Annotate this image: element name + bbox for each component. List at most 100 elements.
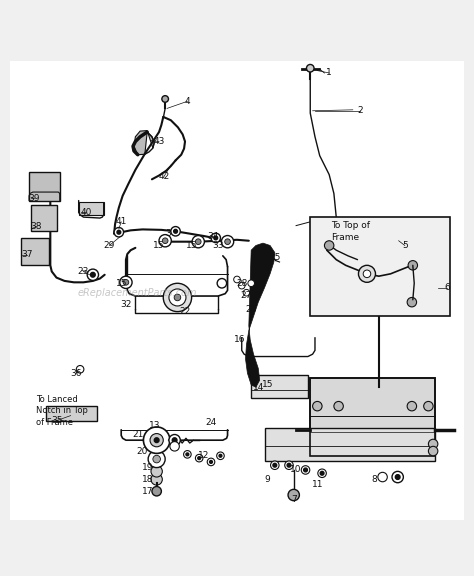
Bar — [310, 378, 436, 456]
Circle shape — [304, 468, 308, 472]
Circle shape — [234, 276, 240, 283]
Text: 9: 9 — [265, 475, 271, 484]
Text: 36: 36 — [71, 369, 82, 378]
Circle shape — [320, 471, 324, 475]
Text: 5: 5 — [402, 241, 408, 250]
Circle shape — [225, 239, 230, 245]
Circle shape — [162, 96, 168, 103]
Text: 20: 20 — [137, 446, 148, 456]
Circle shape — [183, 450, 191, 458]
Bar — [29, 172, 60, 200]
Text: 7: 7 — [291, 495, 297, 504]
Text: 29: 29 — [104, 241, 115, 250]
Polygon shape — [134, 131, 155, 155]
Bar — [20, 238, 49, 266]
Text: To Lanced
Notch in Top
of Frame: To Lanced Notch in Top of Frame — [36, 395, 88, 427]
Circle shape — [217, 452, 224, 460]
Circle shape — [408, 260, 418, 270]
Text: 34: 34 — [208, 232, 219, 241]
Circle shape — [159, 234, 171, 247]
Circle shape — [392, 471, 403, 483]
Circle shape — [428, 439, 438, 449]
Circle shape — [428, 446, 438, 456]
Circle shape — [243, 289, 250, 296]
Text: 39: 39 — [28, 194, 39, 203]
Text: 40: 40 — [80, 208, 91, 217]
Circle shape — [155, 438, 159, 442]
Circle shape — [318, 469, 326, 478]
Circle shape — [117, 230, 121, 234]
Bar — [310, 378, 436, 456]
Text: 24: 24 — [205, 418, 217, 427]
Circle shape — [324, 241, 334, 250]
Circle shape — [153, 455, 160, 463]
Circle shape — [273, 463, 277, 467]
Text: 1: 1 — [326, 69, 332, 77]
Text: To Top of
Frame: To Top of Frame — [331, 221, 371, 242]
Circle shape — [91, 272, 95, 277]
Text: 25: 25 — [269, 253, 281, 262]
Circle shape — [334, 401, 343, 411]
Circle shape — [114, 228, 124, 237]
Circle shape — [407, 401, 417, 411]
Bar — [46, 406, 97, 421]
Circle shape — [217, 279, 227, 288]
Circle shape — [195, 239, 201, 245]
Circle shape — [214, 236, 218, 240]
Circle shape — [120, 276, 132, 289]
Circle shape — [162, 238, 168, 244]
Circle shape — [363, 270, 371, 278]
Circle shape — [285, 461, 293, 469]
Text: 12: 12 — [198, 451, 210, 460]
Text: 42: 42 — [158, 172, 169, 181]
Circle shape — [374, 238, 383, 248]
Text: 8: 8 — [371, 475, 377, 484]
Circle shape — [123, 279, 129, 285]
Circle shape — [375, 266, 383, 273]
Circle shape — [174, 294, 181, 301]
Text: 26: 26 — [246, 305, 257, 314]
Text: 15: 15 — [186, 241, 198, 250]
Circle shape — [172, 438, 177, 442]
Circle shape — [150, 434, 163, 447]
Text: 17: 17 — [141, 487, 153, 496]
Circle shape — [148, 450, 165, 468]
Circle shape — [195, 454, 203, 462]
Text: 3: 3 — [165, 229, 171, 238]
Circle shape — [313, 401, 322, 411]
Circle shape — [211, 233, 220, 242]
Text: 35: 35 — [52, 416, 63, 425]
Circle shape — [424, 401, 433, 411]
Bar — [265, 429, 436, 460]
Text: 13: 13 — [148, 420, 160, 430]
Circle shape — [151, 466, 162, 477]
Circle shape — [238, 282, 245, 289]
Text: 21: 21 — [132, 430, 144, 439]
Circle shape — [394, 234, 401, 242]
Circle shape — [358, 266, 375, 282]
Circle shape — [169, 289, 186, 306]
Circle shape — [395, 475, 400, 479]
Text: 11: 11 — [311, 480, 323, 488]
Text: 41: 41 — [116, 217, 127, 226]
Circle shape — [219, 454, 222, 457]
Circle shape — [87, 269, 99, 281]
Text: 33: 33 — [212, 241, 224, 250]
Text: 22: 22 — [179, 307, 191, 316]
Circle shape — [186, 453, 189, 456]
Text: 19: 19 — [141, 463, 153, 472]
Circle shape — [248, 280, 255, 287]
Circle shape — [144, 427, 170, 453]
Circle shape — [173, 229, 177, 233]
Text: 15: 15 — [262, 380, 273, 389]
Text: 27: 27 — [241, 290, 252, 300]
Text: 10: 10 — [291, 465, 302, 475]
Text: 23: 23 — [78, 267, 89, 276]
Circle shape — [163, 283, 191, 312]
Text: 15: 15 — [116, 279, 127, 288]
Circle shape — [151, 473, 162, 485]
Circle shape — [207, 458, 215, 466]
Bar — [310, 217, 450, 316]
Text: eReplacementParts.com: eReplacementParts.com — [78, 288, 198, 298]
Circle shape — [210, 460, 212, 463]
